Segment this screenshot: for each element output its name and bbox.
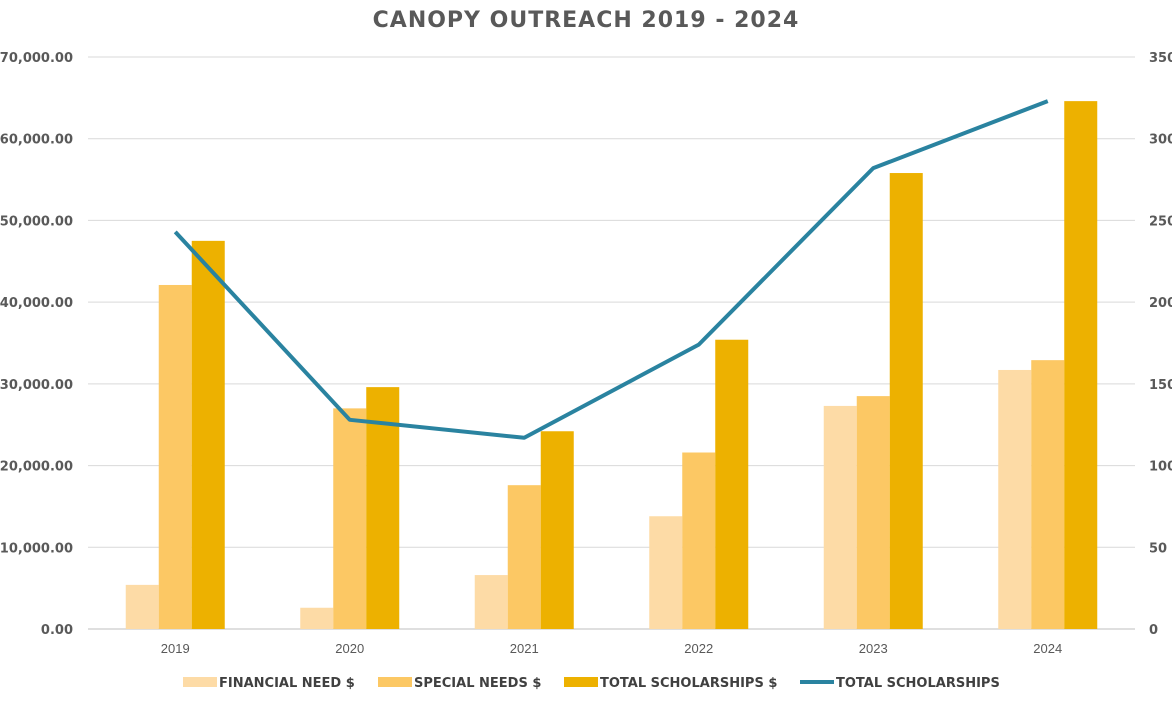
bar-financial-need bbox=[474, 575, 508, 629]
x-tick-label: 2019 bbox=[161, 641, 190, 656]
legend-label: FINANCIAL NEED $ bbox=[219, 676, 355, 691]
bar-total-scholarships bbox=[715, 339, 749, 629]
y-left-tick-label: 40,000.00 bbox=[0, 296, 73, 311]
bar-financial-need bbox=[823, 405, 857, 629]
y-right-tick-label: 350 bbox=[1149, 51, 1172, 66]
y-right-tick-label: 100 bbox=[1149, 460, 1172, 475]
bar-total-scholarships bbox=[540, 431, 574, 629]
bar-financial-need bbox=[649, 516, 683, 629]
bar-special-needs bbox=[158, 284, 192, 629]
y-right-tick-label: 0 bbox=[1149, 623, 1158, 638]
bar-total-scholarships bbox=[1064, 101, 1098, 629]
bar-total-scholarships bbox=[191, 240, 225, 629]
y-left-tick-label: 30,000.00 bbox=[0, 378, 73, 393]
x-tick-label: 2023 bbox=[859, 641, 888, 656]
y-left-tick-label: 70,000.00 bbox=[0, 51, 73, 66]
y-left-tick-label: 60,000.00 bbox=[0, 133, 73, 148]
y-left-tick-label: 10,000.00 bbox=[0, 541, 73, 556]
legend-swatch bbox=[183, 677, 217, 687]
chart-title: CANOPY OUTREACH 2019 - 2024 bbox=[372, 8, 800, 33]
legend-label: SPECIAL NEEDS $ bbox=[414, 676, 541, 691]
bar-special-needs bbox=[507, 485, 541, 629]
x-tick-label: 2020 bbox=[335, 641, 364, 656]
line-total-scholarships bbox=[173, 99, 1049, 440]
bar-financial-need bbox=[300, 607, 334, 629]
y-right-tick-label: 50 bbox=[1149, 541, 1167, 556]
legend-swatch bbox=[564, 677, 598, 687]
bar-special-needs bbox=[682, 452, 716, 629]
bar-special-needs bbox=[1031, 360, 1065, 629]
bar-total-scholarships bbox=[889, 173, 923, 629]
bar-financial-need bbox=[998, 369, 1032, 629]
y-right-tick-label: 250 bbox=[1149, 214, 1172, 229]
legend-label: TOTAL SCHOLARSHIPS $ bbox=[600, 676, 777, 691]
legend-swatch bbox=[378, 677, 412, 687]
bar-special-needs bbox=[856, 396, 890, 629]
y-left-tick-label: 50,000.00 bbox=[0, 214, 73, 229]
y-right-tick-label: 150 bbox=[1149, 378, 1172, 393]
bar-financial-need bbox=[125, 584, 159, 629]
x-tick-label: 2021 bbox=[510, 641, 539, 656]
bar-total-scholarships bbox=[366, 387, 400, 629]
y-left-tick-label: 0.00 bbox=[41, 623, 73, 638]
x-tick-label: 2022 bbox=[684, 641, 713, 656]
y-right-tick-label: 300 bbox=[1149, 133, 1172, 148]
bar-special-needs bbox=[333, 408, 367, 629]
y-left-tick-label: 20,000.00 bbox=[0, 460, 73, 475]
legend-label: TOTAL SCHOLARSHIPS bbox=[836, 676, 1000, 691]
y-right-tick-label: 200 bbox=[1149, 296, 1172, 311]
x-tick-label: 2024 bbox=[1033, 641, 1062, 656]
